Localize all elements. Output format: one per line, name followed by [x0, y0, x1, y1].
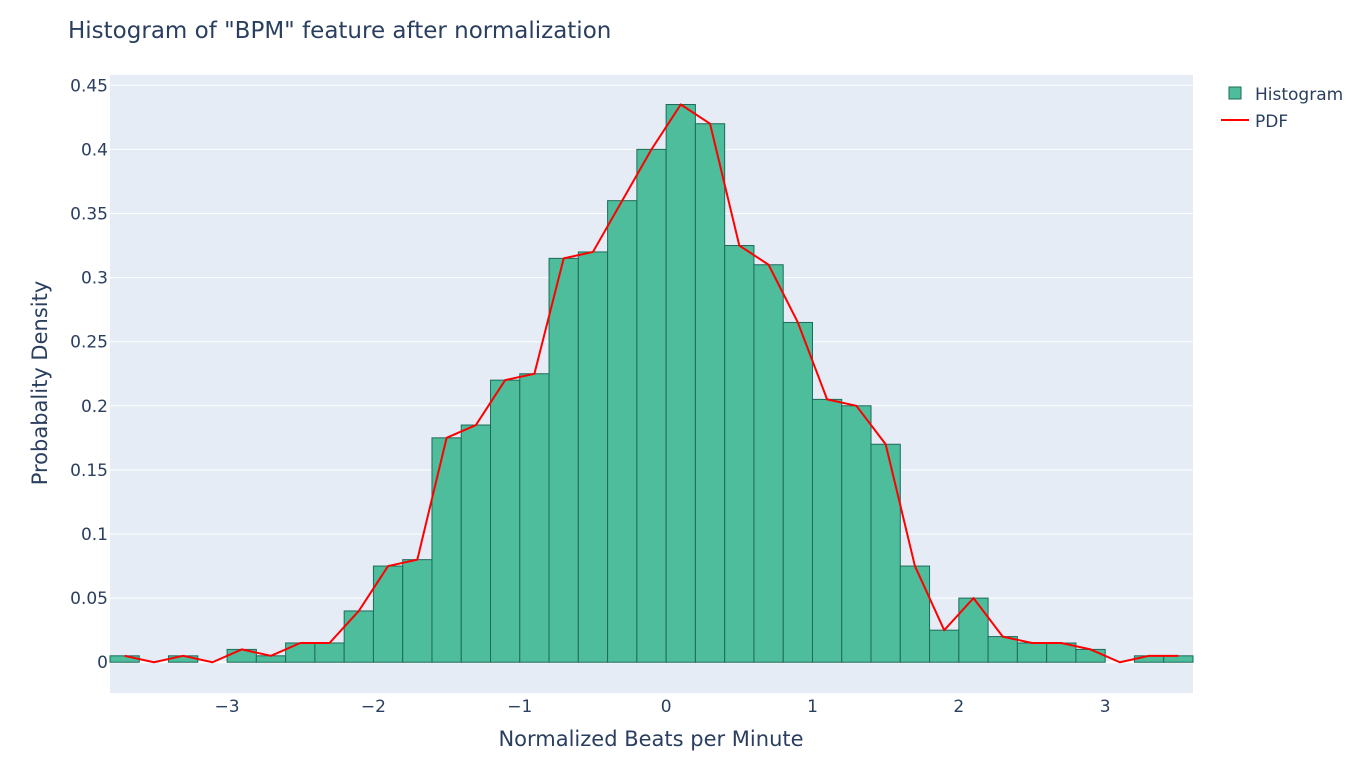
pdf-line[interactable] [124, 103, 1179, 664]
histogram-bar[interactable] [929, 629, 960, 663]
histogram-bar[interactable] [811, 398, 843, 663]
x-axis-ticks: −3 −2 −1 0 1 2 3 [215, 697, 1111, 717]
y-axis-title: Probabality Density [28, 281, 52, 486]
x-tick-label: −3 [215, 697, 240, 717]
histogram-bar[interactable] [724, 245, 755, 663]
histogram-bar[interactable] [607, 200, 638, 663]
histogram-bar[interactable] [285, 642, 316, 663]
legend-label-histogram: Histogram [1255, 85, 1343, 105]
legend-item-pdf[interactable]: PDF [1221, 112, 1288, 132]
histogram-bar[interactable] [636, 148, 667, 663]
y-tick-label: 0.35 [70, 204, 108, 224]
x-tick-label: −1 [507, 697, 532, 717]
histogram-bar[interactable] [460, 424, 492, 663]
histogram-bar[interactable] [753, 264, 784, 663]
x-tick-label: 0 [661, 697, 672, 717]
y-tick-label: 0.05 [70, 589, 108, 609]
histogram-bar[interactable] [343, 610, 374, 663]
x-tick-label: −2 [361, 697, 386, 717]
histogram-bar[interactable] [548, 257, 579, 663]
x-tick-label: 2 [953, 697, 964, 717]
y-tick-label: 0.4 [81, 140, 108, 160]
pdf-line-layer [124, 103, 1179, 664]
x-axis-title: Normalized Beats per Minute [498, 727, 803, 751]
histogram-bar[interactable] [402, 559, 433, 663]
histogram-bar[interactable] [1016, 642, 1048, 663]
histogram-bar[interactable] [519, 373, 550, 663]
y-tick-label: 0.3 [81, 269, 108, 289]
y-tick-label: 0 [97, 653, 108, 673]
y-tick-label: 0.25 [70, 333, 108, 353]
histogram-bar[interactable] [1075, 648, 1106, 663]
legend[interactable]: Histogram PDF [1221, 85, 1343, 132]
histogram-bar[interactable] [899, 565, 931, 663]
histogram-bar[interactable] [958, 597, 989, 663]
histogram-bar[interactable] [665, 103, 696, 663]
histogram-bar[interactable] [490, 379, 521, 663]
histogram-bar[interactable] [1163, 655, 1194, 663]
histogram-bar[interactable] [431, 437, 462, 663]
legend-label-pdf: PDF [1255, 112, 1288, 132]
histogram-bar[interactable] [987, 636, 1018, 663]
x-tick-label: 3 [1100, 697, 1111, 717]
histogram-bar[interactable] [314, 642, 345, 663]
y-tick-label: 0.45 [70, 76, 108, 96]
y-axis-ticks: 0 0.05 0.1 0.15 0.2 0.25 0.3 0.35 0.4 0.45 [70, 76, 108, 673]
histogram-bars [109, 103, 1194, 663]
y-tick-label: 0.2 [81, 397, 108, 417]
chart-title: Histogram of "BPM" feature after normali… [68, 18, 611, 44]
histogram-bar[interactable] [870, 443, 901, 663]
histogram-bar[interactable] [577, 251, 609, 663]
histogram-bar[interactable] [782, 321, 813, 663]
legend-swatch-histogram [1228, 86, 1242, 100]
histogram-bar[interactable] [694, 123, 726, 663]
histogram-bar[interactable] [841, 405, 872, 663]
x-tick-label: 1 [807, 697, 818, 717]
y-tick-label: 0.1 [81, 525, 108, 545]
legend-item-histogram[interactable]: Histogram [1228, 85, 1343, 105]
y-tick-label: 0.15 [70, 461, 108, 481]
